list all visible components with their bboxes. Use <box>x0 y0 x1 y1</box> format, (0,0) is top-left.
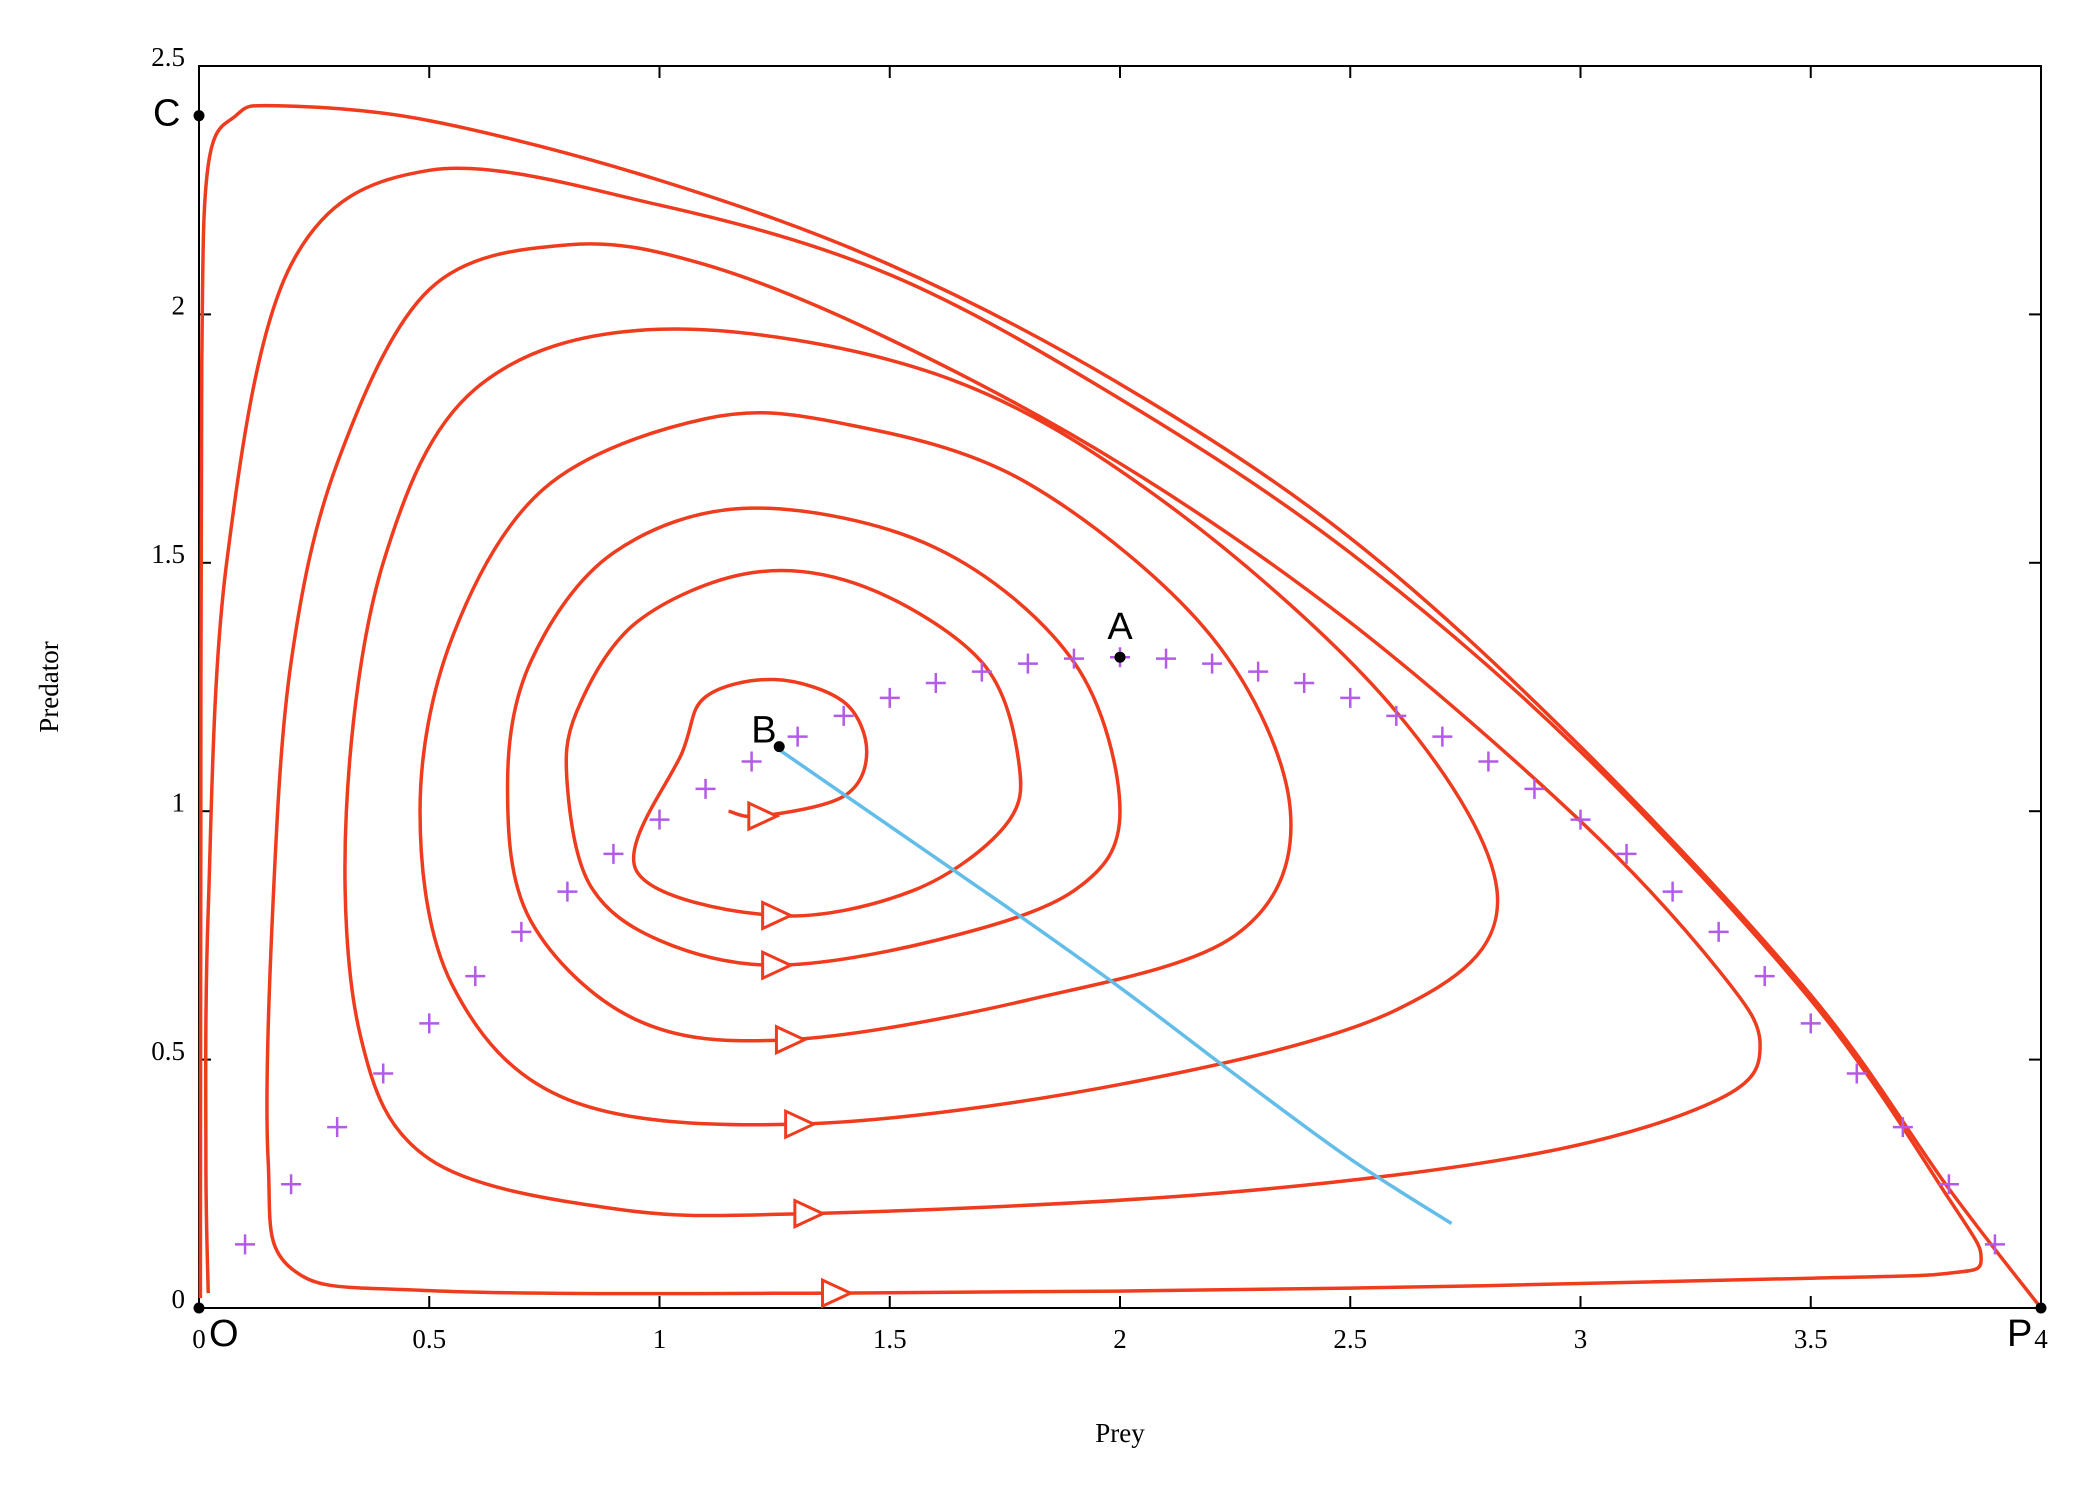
cross-marker <box>879 687 900 708</box>
point-marker <box>193 1302 205 1314</box>
cross-marker <box>235 1234 256 1255</box>
cross-marker <box>833 705 854 726</box>
x-tick-label: 3 <box>1574 1324 1588 1354</box>
cross-marker <box>1708 921 1729 942</box>
point-marker <box>2035 1302 2047 1314</box>
direction-arrow <box>761 900 795 931</box>
cross-marker <box>1156 648 1177 669</box>
direction-arrow <box>820 1277 855 1309</box>
cross-marker <box>1340 687 1361 708</box>
x-tick-label: 2 <box>1113 1324 1127 1354</box>
x-tick-label: 3.5 <box>1794 1324 1828 1354</box>
x-tick-label: 1 <box>653 1324 667 1354</box>
cross-marker <box>419 1013 440 1034</box>
point-label: A <box>1107 606 1133 648</box>
x-tick-label: 0.5 <box>412 1324 446 1354</box>
cross-marker <box>1248 661 1269 682</box>
y-axis-label: Predator <box>34 641 64 732</box>
direction-arrow <box>761 949 795 981</box>
trajectory <box>203 166 1983 1296</box>
direction-arrow <box>774 1024 809 1056</box>
cross-marker <box>1386 705 1407 726</box>
cross-marker <box>1800 1013 1821 1034</box>
cross-marker <box>1662 881 1683 902</box>
point-marker <box>773 741 785 753</box>
cross-marker <box>1432 726 1453 747</box>
y-tick-label: 1 <box>172 787 186 817</box>
cross-marker <box>465 966 486 987</box>
point-label: C <box>153 93 180 135</box>
cross-marker <box>1938 1174 1959 1195</box>
direction-arrow <box>747 800 781 832</box>
point-marker <box>1114 651 1126 663</box>
trajectory <box>198 103 2043 1310</box>
y-tick-label: 2.5 <box>151 42 185 72</box>
cross-marker <box>787 726 808 747</box>
cross-marker <box>327 1117 348 1138</box>
cross-marker <box>1524 778 1545 799</box>
cross-marker <box>1017 653 1038 674</box>
cross-marker <box>1754 966 1775 987</box>
cross-marker <box>511 921 532 942</box>
x-tick-label: 0 <box>192 1324 206 1354</box>
cross-marker <box>557 881 578 902</box>
cross-marker <box>1570 809 1591 830</box>
y-tick-label: 2 <box>172 291 186 321</box>
direction-arrow <box>784 1108 818 1140</box>
cross-marker <box>1294 673 1315 694</box>
point-label: P <box>2007 1313 2032 1355</box>
x-tick-label: 2.5 <box>1333 1324 1367 1354</box>
cross-marker <box>603 843 624 864</box>
x-axis-label: Prey <box>1095 1418 1145 1448</box>
cross-marker <box>649 809 670 830</box>
y-tick-label: 1.5 <box>151 539 185 569</box>
trajectory <box>773 745 1453 1226</box>
point-label: O <box>209 1313 239 1355</box>
cross-marker <box>1984 1234 2005 1255</box>
cross-marker <box>695 778 716 799</box>
direction-arrow <box>793 1198 827 1229</box>
cross-marker <box>281 1174 302 1195</box>
cross-marker <box>1478 751 1499 772</box>
x-tick-label: 4 <box>2034 1324 2048 1354</box>
y-tick-label: 0 <box>172 1284 186 1314</box>
cross-marker <box>971 661 992 682</box>
x-tick-label: 1.5 <box>873 1324 907 1354</box>
cross-marker <box>1846 1063 1867 1084</box>
cross-marker <box>1892 1117 1913 1138</box>
point-marker <box>193 110 205 122</box>
y-tick-label: 0.5 <box>151 1036 185 1066</box>
cross-marker <box>1616 843 1637 864</box>
plot-frame <box>198 65 2042 1309</box>
cross-marker <box>741 751 762 772</box>
point-label: B <box>751 710 776 752</box>
cross-marker <box>925 673 946 694</box>
cross-marker <box>373 1063 394 1084</box>
cross-marker <box>1202 653 1223 674</box>
cross-marker <box>1063 648 1084 669</box>
